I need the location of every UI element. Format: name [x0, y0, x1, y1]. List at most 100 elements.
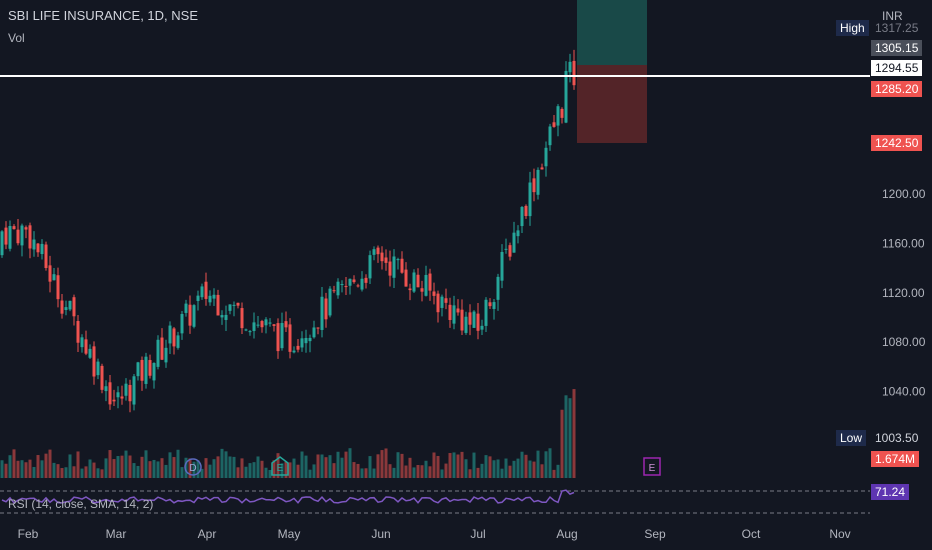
time-tick-label: Mar	[106, 527, 127, 541]
rsi-line	[1, 489, 575, 504]
candle-body	[396, 259, 400, 261]
candle-body	[304, 337, 308, 344]
volume-bars	[0, 389, 576, 478]
candle-body	[372, 249, 376, 255]
volume-bar	[248, 463, 252, 478]
volume-bar	[352, 462, 356, 478]
volume-bar	[152, 459, 156, 478]
candle-body	[0, 231, 4, 256]
candlesticks	[0, 49, 576, 413]
candle-body	[140, 359, 144, 381]
candle-body	[332, 290, 336, 292]
volume-bar	[112, 459, 116, 478]
volume-bar	[232, 456, 236, 478]
price-tick-label: 1200.00	[882, 187, 926, 201]
candle-body	[272, 324, 276, 326]
volume-bar	[228, 456, 232, 478]
price-tick-label: 1120.00	[882, 286, 925, 300]
volume-bar	[556, 464, 560, 478]
candle-body	[20, 225, 24, 246]
volume-bar	[568, 398, 572, 478]
profit-zone[interactable]	[577, 0, 647, 65]
candle-body	[336, 281, 340, 296]
candle-body	[28, 225, 32, 249]
future-earnings-marker-label: E	[649, 463, 656, 474]
volume-bar	[428, 466, 432, 478]
candle-body	[552, 122, 556, 127]
volume-bar	[176, 449, 180, 478]
volume-bar	[128, 455, 132, 478]
volume-bar	[544, 451, 548, 478]
volume-bar	[168, 452, 172, 478]
volume-bar	[268, 469, 272, 478]
price-axis: 1040.00 1080.00 1120.00 1160.00 1200.00	[882, 187, 926, 399]
earnings-marker[interactable]: E	[271, 456, 289, 476]
candle-body	[456, 308, 460, 313]
candle-body	[500, 252, 504, 281]
candle-body	[148, 360, 152, 376]
candle-body	[244, 329, 248, 331]
volume-bar	[68, 454, 72, 478]
volume-bar	[104, 458, 108, 478]
volume-bar	[392, 467, 396, 478]
volume-bar	[356, 463, 360, 478]
volume-bar	[476, 467, 480, 478]
volume-bar	[184, 457, 188, 478]
volume-bar	[560, 409, 564, 478]
volume-bar	[400, 453, 404, 478]
candle-body	[348, 278, 352, 286]
volume-bar	[204, 458, 208, 478]
volume-bar	[416, 464, 420, 478]
volume-bar	[480, 463, 484, 478]
candle-body	[512, 232, 516, 253]
volume-bar	[384, 448, 388, 478]
volume-bar	[40, 460, 44, 478]
volume-bar	[164, 464, 168, 478]
volume-bar	[524, 454, 528, 478]
future-earnings-marker[interactable]: E	[643, 457, 661, 476]
volume-bar	[540, 464, 544, 478]
stop-price-tag: 1242.50	[871, 135, 923, 151]
volume-bar	[240, 458, 244, 478]
volume-bar	[440, 469, 444, 478]
loss-zone[interactable]	[577, 65, 647, 143]
candle-body	[68, 300, 72, 310]
volume-bar	[408, 457, 412, 478]
volume-bar	[220, 448, 224, 478]
volume-bar	[432, 452, 436, 478]
volume-bar	[536, 450, 540, 478]
candle-body	[488, 302, 492, 307]
candle-body	[192, 305, 196, 327]
time-tick-label: May	[278, 527, 301, 541]
candle-body	[472, 311, 476, 328]
volume-bar	[360, 468, 364, 478]
candle-body	[524, 205, 528, 217]
volume-bar	[136, 465, 140, 478]
candle-body	[412, 272, 416, 292]
candle-body	[104, 386, 108, 392]
candle-body	[420, 288, 424, 292]
time-tick-label: Apr	[198, 527, 217, 541]
volume-bar	[216, 456, 220, 478]
candle-body	[64, 307, 68, 311]
price-tick-label: 1080.00	[882, 335, 926, 349]
candle-body	[432, 291, 436, 296]
volume-bar	[372, 468, 376, 478]
volume-bar	[320, 454, 324, 478]
volume-bar	[172, 457, 176, 478]
candle-body	[212, 294, 216, 299]
volume-bar	[120, 455, 124, 478]
candle-body	[344, 286, 348, 288]
candle-body	[312, 327, 316, 338]
candle-body	[260, 321, 264, 328]
volume-bar	[548, 448, 552, 478]
dividend-marker[interactable]: D	[184, 458, 202, 476]
volume-bar	[60, 468, 64, 478]
volume-bar	[456, 454, 460, 478]
volume-bar	[424, 460, 428, 478]
candle-body	[480, 325, 484, 330]
candle-body	[492, 302, 496, 309]
candle-body	[468, 312, 472, 325]
volume-bar	[312, 464, 316, 478]
